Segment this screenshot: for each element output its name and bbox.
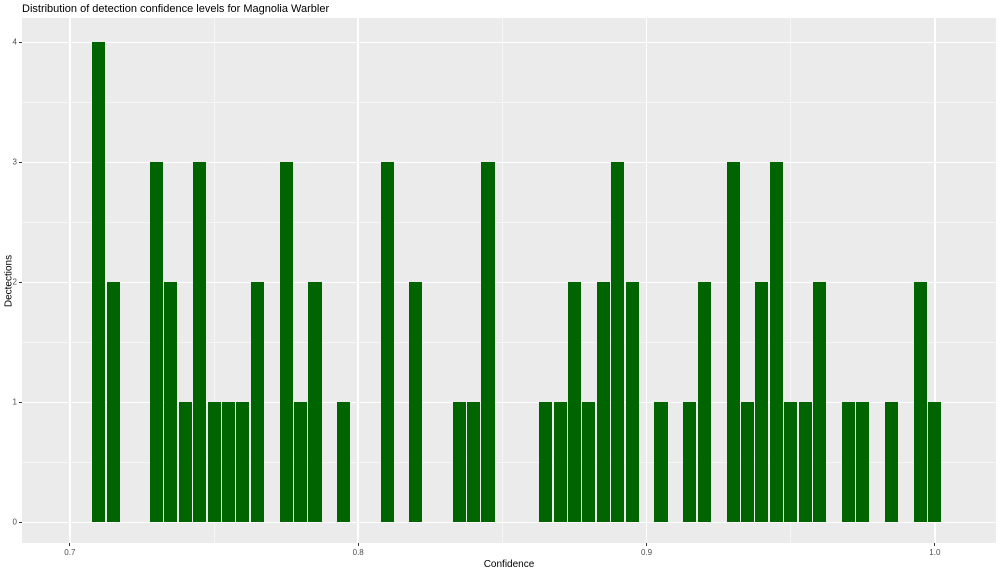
y-tick-mark <box>19 161 22 163</box>
x-minor-gridline <box>213 18 215 543</box>
histogram-bar <box>539 402 553 523</box>
y-major-gridline <box>22 401 996 404</box>
histogram-bar <box>164 282 178 523</box>
histogram-bar <box>582 402 596 523</box>
y-tick-mark <box>19 401 22 403</box>
histogram-bar <box>726 162 740 523</box>
y-major-gridline <box>22 161 996 164</box>
histogram-bar <box>467 402 481 523</box>
histogram-bar <box>625 282 639 523</box>
histogram-bar <box>654 402 668 523</box>
x-tick-label: 0.8 <box>352 548 364 557</box>
y-tick-mark <box>19 41 22 43</box>
y-tick-mark <box>19 521 22 523</box>
histogram-bar <box>553 402 567 523</box>
x-major-gridline <box>69 18 71 543</box>
chart-title: Distribution of detection confidence lev… <box>22 3 330 15</box>
y-major-gridline <box>22 41 996 44</box>
y-tick-label: 0 <box>12 517 17 527</box>
x-tick-mark <box>646 543 648 546</box>
y-tick-label: 3 <box>12 157 17 167</box>
histogram-bar <box>885 402 899 523</box>
histogram-bar <box>221 402 236 523</box>
histogram-bar <box>481 162 495 523</box>
histogram-bar <box>452 402 466 523</box>
histogram-bar <box>841 402 855 523</box>
histogram-bar <box>149 162 163 523</box>
histogram-bar <box>567 282 582 523</box>
y-tick-mark <box>19 281 22 283</box>
histogram-bar <box>813 282 827 523</box>
y-major-gridline <box>22 521 996 524</box>
x-tick-label: 0.7 <box>64 548 76 557</box>
histogram-bar <box>596 282 610 523</box>
histogram-bar <box>250 282 264 523</box>
x-major-gridline <box>934 18 936 543</box>
x-tick-mark <box>357 543 359 546</box>
y-axis-label: Dectections <box>3 254 15 307</box>
x-tick-mark <box>69 543 71 546</box>
y-minor-gridline <box>22 221 996 223</box>
histogram-bar <box>683 402 697 523</box>
histogram-bar <box>207 402 221 523</box>
histogram-bar <box>856 402 870 523</box>
y-tick-label: 4 <box>12 37 17 47</box>
histogram-bar <box>740 402 755 523</box>
x-major-gridline <box>645 18 648 543</box>
x-tick-mark <box>934 543 936 546</box>
histogram-bar <box>928 402 942 523</box>
histogram-bar <box>178 402 192 523</box>
histogram-bar <box>294 402 308 523</box>
histogram-bar <box>106 282 120 523</box>
x-axis-label: Confidence <box>483 559 535 570</box>
histogram-bar <box>308 282 322 523</box>
histogram-bar <box>769 162 783 523</box>
y-major-gridline <box>22 281 996 284</box>
y-minor-gridline <box>22 341 996 343</box>
histogram-bar <box>193 162 207 523</box>
y-minor-gridline <box>22 101 996 103</box>
histogram-bar <box>92 42 106 523</box>
histogram-bar <box>380 162 394 523</box>
histogram-bar <box>697 282 711 523</box>
histogram-bar <box>337 402 351 523</box>
y-tick-label: 1 <box>12 397 17 407</box>
histogram-bar <box>236 402 250 523</box>
y-tick-label: 2 <box>12 277 17 287</box>
histogram-bar <box>279 162 293 523</box>
histogram-bar <box>913 282 928 523</box>
y-minor-gridline <box>22 461 996 463</box>
plot-panel <box>22 18 996 543</box>
histogram-bar <box>798 402 812 523</box>
x-major-gridline <box>357 18 359 543</box>
histogram-bar <box>784 402 798 523</box>
x-minor-gridline <box>790 18 792 543</box>
histogram-bar <box>409 282 423 523</box>
x-tick-label: 0.9 <box>640 548 653 557</box>
histogram-bar <box>755 282 769 523</box>
histogram-bar <box>611 162 625 523</box>
x-tick-label: 1.0 <box>929 548 941 557</box>
x-minor-gridline <box>501 18 503 543</box>
